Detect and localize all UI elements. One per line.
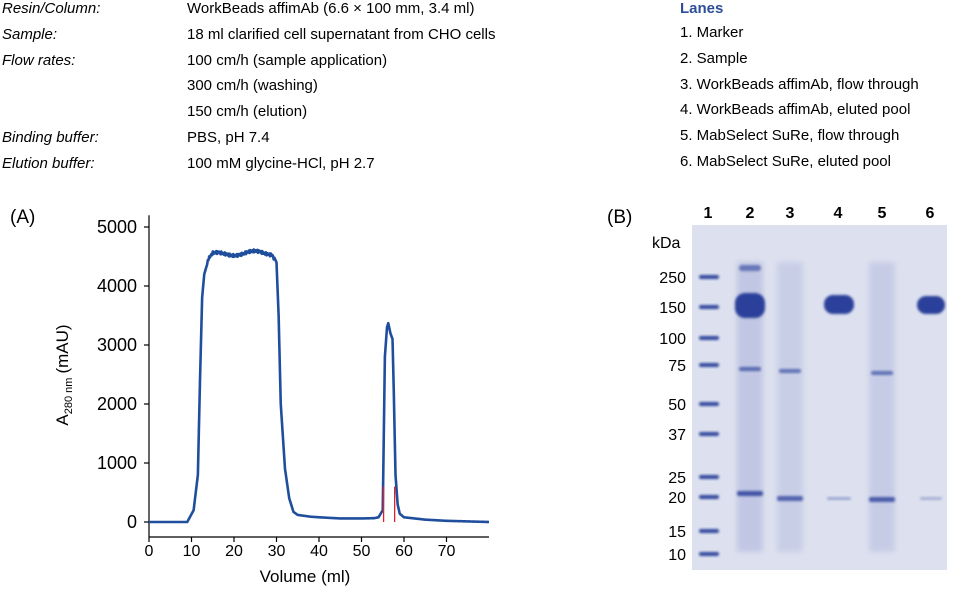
condition-label: Flow rates: [2,51,76,69]
condition-label: Elution buffer: [2,154,95,172]
y-tick-label: 4000 [97,276,137,296]
lane-legend-item: 4. WorkBeads affimAb, eluted pool [680,101,911,119]
y-axis-label-main: A [53,414,72,426]
x-tick-label: 50 [353,543,371,560]
y-axis-label-sub: 280 nm [63,378,75,415]
condition-value: 150 cm/h (elution) [187,103,308,121]
condition-value: WorkBeads affimAb (6.6 × 100 mm, 3.4 ml) [187,0,475,17]
x-tick-label: 10 [183,543,201,560]
condition-value: 100 mM glycine-HCl, pH 2.7 [187,154,375,172]
panel-a-label: (A) [10,207,36,228]
y-tick-label: 5000 [97,217,137,237]
x-tick-label: 70 [438,543,456,560]
lane-legend-item: 6. MabSelect SuRe, eluted pool [680,153,891,170]
x-tick-label: 40 [310,543,328,560]
lanes-title: Lanes [680,0,724,17]
x-tick-label: 60 [395,543,413,560]
a280-trace [148,248,490,524]
x-tick-label: 30 [268,543,286,560]
y-tick-label: 0 [127,512,137,532]
y-tick-label: 3000 [97,335,137,355]
x-tick-label: 20 [225,543,243,560]
lane-legend-item: 2. Sample [680,49,748,67]
svg-text:A280 nm(mAU): A280 nm (mAU) [53,324,75,425]
panel-b-label: (B) [607,207,633,228]
lane-legend-item: 5. MabSelect SuRe, flow through [680,127,900,145]
condition-label: Sample: [2,25,58,43]
condition-value: 18 ml clarified cell supernatant from CH… [187,25,496,43]
y-tick-label: 1000 [97,453,137,473]
x-tick-label: 0 [145,543,154,560]
condition-value: PBS, pH 7.4 [187,129,270,146]
condition-label: Binding buffer: [2,129,99,146]
condition-value: 100 cm/h (sample application) [187,51,388,69]
y-axis-label: A280 nm (mAU) [53,324,75,425]
lane-legend-item: 3. WorkBeads affimAb, flow through [680,75,919,93]
lane-legend-item: 1. Marker [680,24,744,41]
y-tick-label: 2000 [97,394,137,414]
condition-label: Resin/Column: [2,0,101,17]
x-axis-label: Volume (ml) [260,567,351,586]
condition-value: 300 cm/h (washing) [187,77,318,95]
y-axis-label-unit: (mAU) [53,324,72,373]
